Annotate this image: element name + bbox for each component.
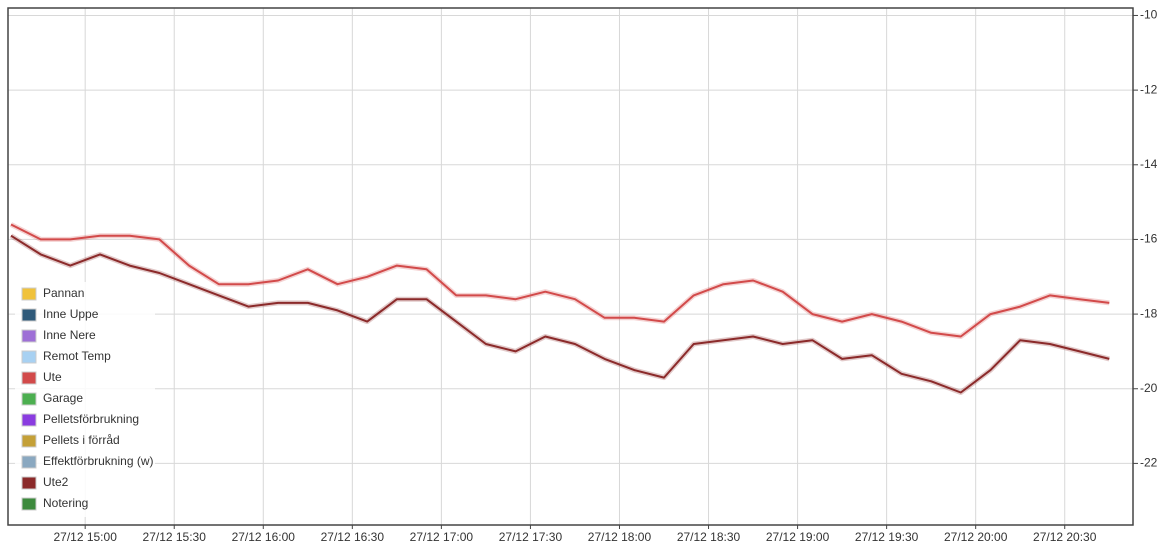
- legend-swatch: [21, 329, 37, 343]
- y-tick-label: -20: [1140, 381, 1158, 395]
- x-tick-label: 27/12 20:30: [1033, 530, 1097, 544]
- legend-swatch: [21, 476, 37, 490]
- y-tick-label: -22: [1140, 456, 1158, 470]
- x-tick-label: 27/12 18:00: [588, 530, 652, 544]
- legend-label: Pellets i förråd: [43, 433, 120, 447]
- y-tick-label: -12: [1140, 82, 1158, 96]
- x-tick-label: 27/12 16:00: [232, 530, 296, 544]
- x-tick-label: 27/12 20:00: [944, 530, 1008, 544]
- x-tick-label: 27/12 17:30: [499, 530, 563, 544]
- legend-label: Notering: [43, 496, 88, 510]
- x-tick-label: 27/12 17:00: [410, 530, 474, 544]
- legend-swatch: [21, 308, 37, 322]
- legend-label: Remot Temp: [43, 349, 111, 363]
- legend-swatch: [21, 497, 37, 511]
- y-tick-label: -10: [1140, 8, 1158, 22]
- x-tick-label: 27/12 16:30: [321, 530, 385, 544]
- legend-label: Pelletsförbrukning: [43, 412, 139, 426]
- grid: [8, 8, 1133, 525]
- legend-label: Garage: [43, 391, 83, 405]
- legend-swatch: [21, 371, 37, 385]
- legend-box: [15, 282, 155, 517]
- y-tick-label: -16: [1140, 232, 1158, 246]
- y-tick-label: -18: [1140, 306, 1158, 320]
- legend-swatch: [21, 350, 37, 364]
- x-tick-label: 27/12 15:30: [143, 530, 207, 544]
- legend-swatch: [21, 392, 37, 406]
- series-line: [10, 234, 1110, 394]
- legend-label: Ute2: [43, 475, 69, 489]
- legend-label: Pannan: [43, 286, 84, 300]
- legend-swatch: [21, 287, 37, 301]
- legend-swatch: [21, 455, 37, 469]
- plot-border: [7, 7, 1134, 526]
- legend-label: Effektförbrukning (w): [43, 454, 154, 468]
- legend-label: Inne Uppe: [43, 307, 99, 321]
- x-tick-label: 27/12 19:30: [855, 530, 919, 544]
- legend-label: Inne Nere: [43, 328, 96, 342]
- x-tick-label: 27/12 19:00: [766, 530, 830, 544]
- legend-label: Ute: [43, 370, 62, 384]
- x-tick-label: 27/12 15:00: [53, 530, 117, 544]
- x-tick-label: 27/12 18:30: [677, 530, 741, 544]
- series-line: [10, 223, 1110, 338]
- y-tick-label: -14: [1140, 157, 1158, 171]
- legend-swatch: [21, 434, 37, 448]
- legend-swatch: [21, 413, 37, 427]
